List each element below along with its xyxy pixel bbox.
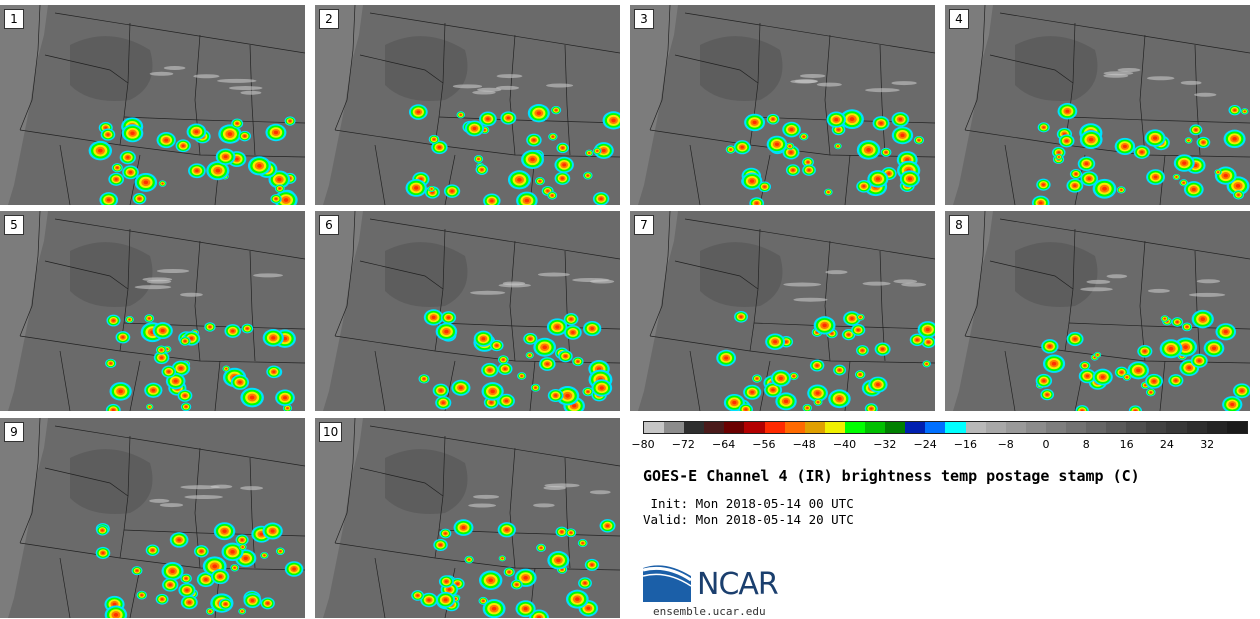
valid-time: Valid: Mon 2018-05-14 20 UTC xyxy=(643,512,854,527)
colorbar-swatch xyxy=(704,422,725,433)
colorbar-swatch xyxy=(724,422,745,433)
colorbar-tick-label: −40 xyxy=(832,438,857,451)
map-panel-1: 1 xyxy=(0,5,305,205)
colorbar-tick-label: −64 xyxy=(711,438,736,451)
panel-number-label: 5 xyxy=(4,215,24,235)
map-panel-9: 9 xyxy=(0,418,305,618)
colorbar-swatch xyxy=(1206,422,1227,433)
panel-number-label: 9 xyxy=(4,422,24,442)
colorbar-tick-label: 24 xyxy=(1159,438,1174,451)
colorbar-swatch xyxy=(925,422,946,433)
colorbar-swatch xyxy=(784,422,805,433)
colorbar-swatch xyxy=(985,422,1006,433)
satellite-map-image xyxy=(945,211,1250,411)
colorbar-tick-label: −24 xyxy=(913,438,937,451)
colorbar-tick-label: −48 xyxy=(792,438,816,451)
map-panel-5: 5 xyxy=(0,211,305,411)
colorbar-tick-labels: −80 −72 −64 −56 −48 −40 −32 −24 −16 −8 0 8 16 24 32 xyxy=(631,438,1248,454)
colorbar-tick-label: 8 xyxy=(1082,438,1090,451)
colorbar-swatch xyxy=(1086,422,1107,433)
colorbar-swatch xyxy=(885,422,906,433)
map-panel-3: 3 xyxy=(630,5,935,205)
colorbar-swatch xyxy=(905,422,926,433)
satellite-map-image xyxy=(945,5,1250,205)
map-panel-10: 10 xyxy=(315,418,620,618)
panel-number-label: 6 xyxy=(319,215,339,235)
satellite-map-image xyxy=(630,5,935,205)
init-time: Init: Mon 2018-05-14 00 UTC xyxy=(643,496,854,511)
satellite-map-image xyxy=(0,211,305,411)
satellite-map-image xyxy=(315,5,620,205)
colorbar-tick-label: −72 xyxy=(671,438,695,451)
colorbar-swatch xyxy=(1186,422,1207,433)
panel-number-label: 2 xyxy=(319,9,339,29)
colorbar-swatch xyxy=(865,422,886,433)
colorbar-swatch xyxy=(1045,422,1066,433)
map-panel-2: 2 xyxy=(315,5,620,205)
colorbar-swatch xyxy=(1146,422,1167,433)
colorbar-tick-label: −80 xyxy=(631,438,655,451)
colorbar-tick-label: −32 xyxy=(873,438,897,451)
colorbar-swatch xyxy=(1025,422,1046,433)
colorbar-swatch xyxy=(844,422,866,433)
colorbar-swatch xyxy=(1226,422,1247,433)
colorbar-swatch xyxy=(1166,422,1187,433)
panel-number-label: 4 xyxy=(949,9,969,29)
colorbar-tick-label: −56 xyxy=(752,438,776,451)
colorbar-swatch xyxy=(764,422,785,433)
chart-title: GOES-E Channel 4 (IR) brightness temp po… xyxy=(643,467,1140,485)
panel-number-label: 3 xyxy=(634,9,654,29)
colorbar-swatch xyxy=(945,422,966,433)
map-panel-7: 7 xyxy=(630,211,935,411)
colorbar-tick-label: −8 xyxy=(997,438,1014,451)
temperature-colorbar xyxy=(643,421,1248,434)
colorbar-swatch xyxy=(965,422,986,433)
colorbar-tick-label: 16 xyxy=(1119,438,1134,451)
satellite-map-image xyxy=(0,418,305,618)
colorbar-swatch xyxy=(824,422,845,433)
satellite-map-image xyxy=(315,418,620,618)
colorbar-swatch xyxy=(1106,422,1127,433)
ncar-logo-icon xyxy=(643,565,692,602)
colorbar-tick-label: 0 xyxy=(1042,438,1050,451)
satellite-map-image xyxy=(630,211,935,411)
colorbar-swatch xyxy=(1065,422,1087,433)
panel-number-label: 7 xyxy=(634,215,654,235)
satellite-map-image xyxy=(0,5,305,205)
map-panel-8: 8 xyxy=(945,211,1250,411)
colorbar-swatch xyxy=(1005,422,1026,433)
site-url: ensemble.ucar.edu xyxy=(653,605,766,618)
colorbar-tick-label: 32 xyxy=(1200,438,1215,451)
colorbar-swatch xyxy=(1126,422,1147,433)
panel-number-label: 1 xyxy=(4,9,24,29)
colorbar-swatch xyxy=(644,422,665,433)
colorbar-swatch xyxy=(804,422,825,433)
panel-number-label: 8 xyxy=(949,215,969,235)
map-panel-6: 6 xyxy=(315,211,620,411)
colorbar-tick-label: −16 xyxy=(953,438,977,451)
map-panel-4: 4 xyxy=(945,5,1250,205)
colorbar-swatch xyxy=(684,422,705,433)
ncar-logo-text: NCAR xyxy=(697,567,779,602)
colorbar-swatch xyxy=(744,422,765,433)
satellite-map-image xyxy=(315,211,620,411)
panel-number-label: 10 xyxy=(319,422,343,442)
colorbar-swatch xyxy=(664,422,685,433)
